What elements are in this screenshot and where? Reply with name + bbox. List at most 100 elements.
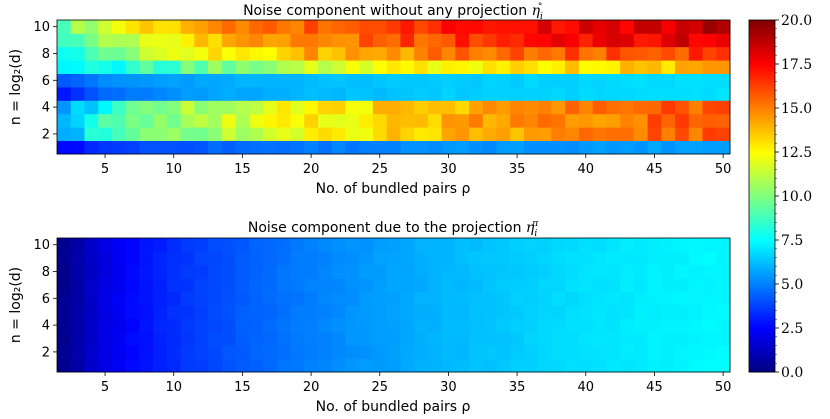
heatmap-cell [345, 127, 360, 141]
heatmap-cell [263, 238, 278, 252]
heatmap-cell [290, 60, 305, 74]
heatmap-cell [221, 100, 236, 115]
colorbar-segment [749, 136, 775, 139]
heatmap-cell [441, 73, 456, 88]
heatmap-cell [331, 20, 346, 34]
heatmap-cell [523, 331, 539, 346]
heatmap-cell [578, 87, 594, 101]
heatmap-cell [304, 73, 319, 88]
colorbar-segment [749, 286, 775, 289]
colorbar-segment [749, 272, 775, 275]
heatmap-cell [235, 46, 250, 61]
heatmap-cell [633, 345, 648, 359]
heatmap-cell [537, 20, 552, 34]
heatmap-cell [414, 251, 429, 266]
heatmap-cell [688, 20, 703, 34]
heatmap-cell [208, 305, 223, 319]
heatmap-cell [620, 140, 635, 155]
heatmap-cell [290, 127, 305, 141]
heatmap-cell [111, 60, 127, 74]
heatmap-cell [647, 291, 662, 306]
heatmap-cell [537, 291, 552, 306]
heatmap-cell [166, 264, 182, 279]
heatmap-cell [276, 264, 291, 279]
heatmap-cell [139, 87, 154, 101]
heatmap-cell [441, 331, 456, 346]
heatmap-cell [235, 60, 250, 74]
heatmap-cell [57, 251, 72, 266]
heatmap-cell [551, 46, 566, 61]
heatmap-cell [469, 113, 484, 128]
heatmap-cell [139, 251, 154, 266]
colorbar-tick-label: 7.5 [781, 233, 803, 249]
heatmap-cell [194, 33, 209, 48]
heatmap-cell [661, 238, 676, 252]
heatmap-cell [372, 305, 388, 319]
heatmap-cell [551, 100, 566, 115]
colorbar-tick-label: 12.5 [781, 145, 812, 161]
heatmap-cell [386, 46, 401, 61]
heatmap-cell [372, 60, 388, 74]
heatmap-cell [372, 331, 388, 346]
y-tick-label: 4 [42, 101, 50, 116]
heatmap-cell [606, 60, 621, 74]
heatmap-cell [455, 113, 470, 128]
heatmap-cell [263, 305, 278, 319]
heatmap-cell [578, 358, 594, 373]
heatmap-cell [537, 73, 552, 88]
heatmap-cell [647, 358, 662, 373]
heatmap-cell [661, 46, 676, 61]
heatmap-cell [139, 358, 154, 373]
colorbar-segment [749, 348, 775, 351]
heatmap-cell [523, 87, 539, 101]
heatmap-cell [688, 278, 703, 292]
heatmap-cell [441, 46, 456, 61]
heatmap-cell [675, 318, 690, 333]
x-tick-label: 50 [715, 380, 732, 395]
heatmap-cell [716, 100, 731, 115]
colorbar-segment [749, 154, 775, 157]
colorbar-segment [749, 62, 775, 65]
heatmap-cell [469, 278, 484, 292]
heatmap-cell [98, 291, 113, 306]
heatmap-cell [702, 291, 717, 306]
heatmap-cell [290, 46, 305, 61]
heatmap-cell [606, 318, 621, 333]
heatmap-cell [455, 140, 470, 155]
colorbar-segment [749, 310, 775, 313]
heatmap-cell [523, 20, 539, 34]
heatmap-cell [263, 140, 278, 155]
heatmap-cell [372, 358, 388, 373]
heatmap-cell [345, 100, 360, 115]
heatmap-cell [510, 33, 525, 48]
colorbar-segment [749, 216, 775, 219]
heatmap-cell [194, 358, 209, 373]
heatmap-cell [111, 20, 127, 34]
heatmap-cell [249, 238, 264, 252]
heatmap-cell [304, 127, 319, 141]
heatmap-cell [482, 33, 497, 48]
heatmap-cell [166, 73, 182, 88]
heatmap-cell [180, 46, 195, 61]
heatmap-cell [317, 318, 333, 333]
heatmap-cell [84, 60, 99, 74]
heatmap-cell [317, 127, 333, 141]
heatmap-cell [359, 264, 374, 279]
colorbar-segment [749, 188, 775, 191]
heatmap-cell [84, 358, 99, 373]
top-heatmap-x-axis-label: No. of bundled pairs ρ [316, 181, 471, 197]
heatmap-cell [688, 60, 703, 74]
heatmap-cell [400, 87, 415, 101]
heatmap-cell [84, 305, 99, 319]
heatmap-cell [675, 331, 690, 346]
heatmap-cell [290, 113, 305, 128]
top-heatmap-y-axis-label: n = log₂(d) [8, 49, 24, 125]
heatmap-cell [84, 33, 99, 48]
heatmap-cell [578, 60, 594, 74]
heatmap-cell [578, 100, 594, 115]
colorbar-segment [749, 324, 775, 327]
heatmap-cell [427, 264, 442, 279]
heatmap-cell [194, 127, 209, 141]
x-tick-label: 5 [101, 380, 109, 395]
colorbar-segment [749, 194, 775, 197]
